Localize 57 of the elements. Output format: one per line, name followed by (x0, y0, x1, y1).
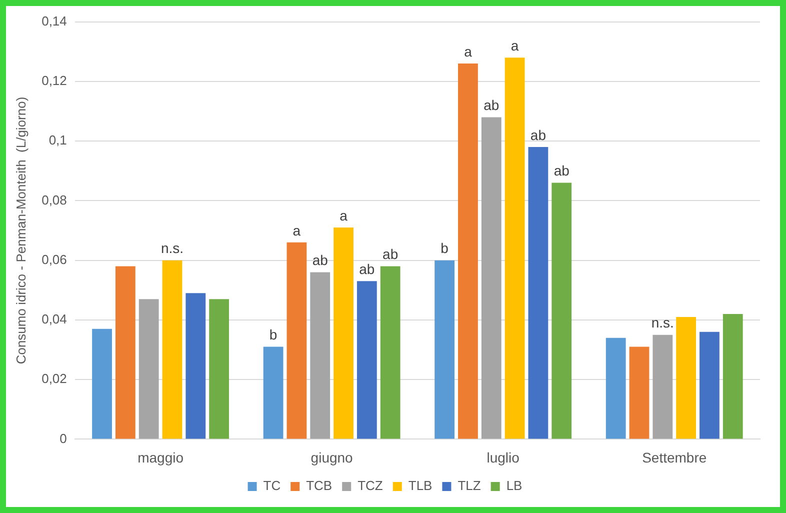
bar (676, 316, 696, 439)
data-label: a (292, 222, 301, 238)
bar (652, 334, 673, 439)
legend-label: LB (506, 478, 522, 494)
bar (606, 338, 626, 439)
data-label: ab (359, 261, 375, 278)
legend-label: TCB (306, 478, 332, 494)
bar (334, 228, 354, 439)
x-tick-label: Settembre (642, 449, 707, 466)
bar (263, 346, 284, 439)
legend-label: TLZ (458, 478, 481, 494)
bar (434, 260, 455, 439)
bar (209, 299, 230, 439)
y-tick-label: 0,02 (42, 371, 67, 386)
bar (552, 182, 572, 439)
data-label: b (269, 326, 278, 343)
data-label: ab (312, 252, 328, 268)
bar (528, 147, 548, 439)
bar (380, 266, 400, 439)
data-label: ab (530, 126, 546, 143)
data-label: ab (382, 246, 398, 262)
bar (138, 299, 159, 439)
bar (286, 242, 307, 439)
data-label: a (464, 43, 472, 60)
data-label: n.s. (160, 240, 184, 256)
bar (162, 260, 182, 439)
x-tick-label: maggio (138, 449, 184, 466)
bar (115, 266, 136, 439)
bar (722, 314, 743, 439)
y-tick-label: 0,08 (42, 192, 67, 208)
y-tick-label: 0,1 (48, 132, 67, 148)
bar (458, 64, 478, 439)
y-tick-label: 0 (60, 430, 67, 446)
data-label: ab (484, 97, 500, 114)
legend-label: TC (263, 478, 281, 494)
y-tick-label: 0,12 (42, 73, 67, 88)
bar (356, 281, 377, 439)
bar (186, 293, 206, 439)
bar (504, 58, 525, 439)
bar (700, 332, 720, 439)
y-axis-title: Consumo idrico - Penman-Monteith (L/giorno) (13, 96, 28, 364)
y-tick-label: 0,14 (42, 13, 67, 28)
data-label: a (510, 37, 519, 54)
data-label: n.s. (651, 314, 674, 331)
y-tick-label: 0,04 (42, 312, 67, 327)
bar (92, 328, 112, 439)
bar (629, 346, 650, 439)
legend-label: TCZ (358, 478, 383, 494)
y-tick-label: 0,06 (42, 252, 67, 267)
legend-label: TLB (408, 478, 432, 494)
data-label: ab (554, 162, 570, 179)
x-tick-label: giugno (310, 449, 354, 466)
bar (310, 272, 330, 439)
data-label: b (440, 240, 449, 256)
x-tick-label: luglio (486, 449, 520, 466)
bar (481, 117, 502, 439)
data-label: a (340, 207, 348, 224)
